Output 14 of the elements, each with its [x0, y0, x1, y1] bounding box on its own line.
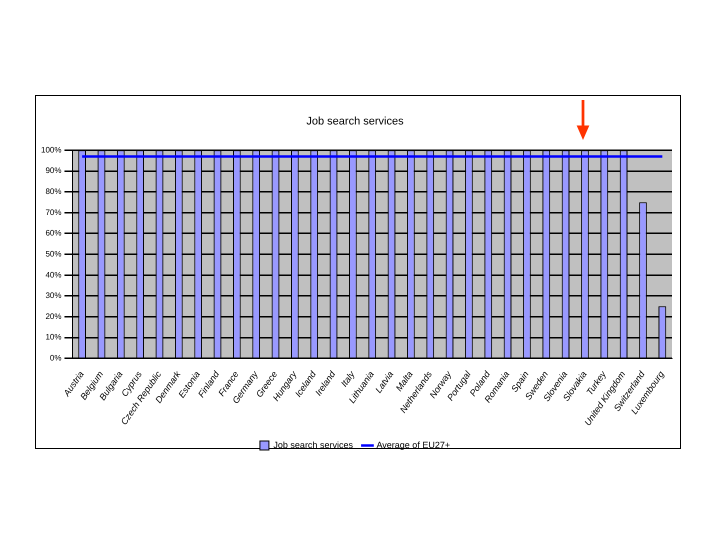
- y-tick-label: 20%: [45, 312, 62, 321]
- chart-title: Job search services: [306, 116, 404, 128]
- y-tick-label: 90%: [45, 166, 62, 176]
- y-tick-label: 10%: [45, 332, 62, 342]
- y-tick-label: 40%: [45, 270, 62, 280]
- y-tick-label: 60%: [45, 228, 62, 238]
- y-tick-label: 70%: [45, 208, 62, 217]
- legend-label: Job search services: [273, 440, 354, 450]
- y-tick-label: 80%: [45, 187, 62, 196]
- y-tick-label: 30%: [45, 291, 62, 300]
- legend-label: Average of EU27+: [376, 440, 450, 450]
- y-tick-label: 50%: [45, 249, 62, 258]
- y-tick-label: 100%: [40, 145, 62, 154]
- y-tick-label: 0%: [50, 354, 62, 363]
